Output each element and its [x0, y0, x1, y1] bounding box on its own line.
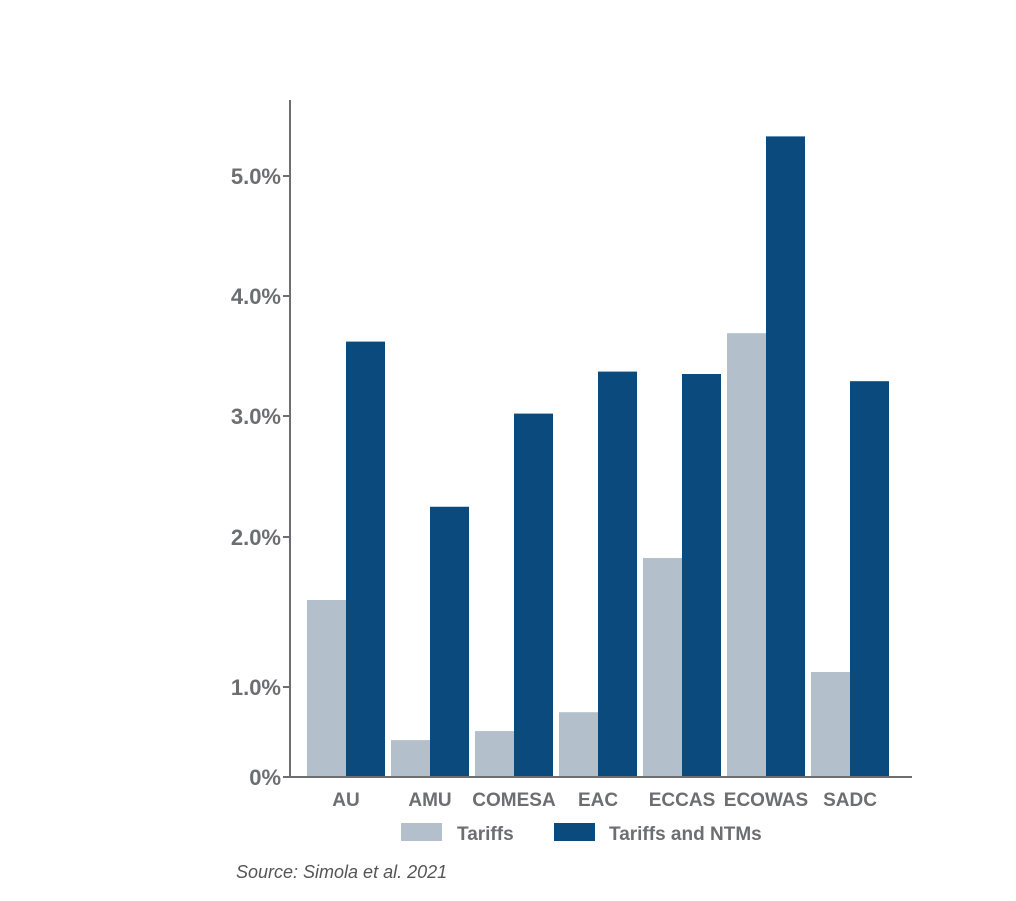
x-category-label: AMU	[408, 790, 451, 811]
bar-tariffs-ntms-amu	[430, 506, 469, 777]
bar-tariffs-ntms-eccas	[682, 374, 721, 777]
y-ticks-group: 0% 1.0% 2.0% 3.0% 4.0% 5.0%	[231, 164, 290, 790]
bar-tariffs-ntms-ecowas	[766, 136, 805, 777]
bar-tariffs-ntms-eac	[598, 371, 637, 777]
x-category-label: ECOWAS	[724, 790, 808, 811]
y-tick-label: 5.0%	[231, 164, 281, 189]
x-category-label: ECCAS	[649, 790, 716, 811]
legend-swatch-tariffs	[401, 823, 442, 841]
y-tick-label: 3.0%	[231, 404, 281, 429]
bar-tariffs-au	[307, 600, 346, 777]
legend-label-tariffs: Tariffs	[457, 824, 514, 845]
legend: Tariffs Tariffs and NTMs	[401, 823, 762, 845]
bar-tariffs-ntms-au	[346, 341, 385, 777]
legend-label-tariffs-ntms: Tariffs and NTMs	[609, 824, 762, 845]
y-tick-label: 1.0%	[231, 675, 281, 700]
bars-group	[307, 136, 889, 777]
bar-tariffs-amu	[391, 740, 430, 777]
x-category-label: SADC	[823, 790, 877, 811]
bar-tariffs-ntms-comesa	[514, 413, 553, 777]
x-category-label: EAC	[578, 790, 618, 811]
bar-tariffs-eccas	[643, 558, 682, 777]
bar-tariffs-ecowas	[727, 333, 766, 777]
legend-swatch-tariffs-ntms	[554, 823, 595, 841]
x-category-label: AU	[332, 790, 359, 811]
bar-tariffs-eac	[559, 712, 598, 777]
x-labels-group: AU AMU COMESA EAC ECCAS ECOWAS SADC	[332, 790, 877, 811]
y-tick-label: 4.0%	[231, 284, 281, 309]
bar-tariffs-ntms-sadc	[850, 381, 889, 777]
axes-group	[289, 100, 912, 778]
x-category-label: COMESA	[472, 790, 556, 811]
bar-tariffs-comesa	[475, 731, 514, 777]
bar-tariffs-sadc	[811, 672, 850, 777]
source-note: Source: Simola et al. 2021	[236, 862, 448, 882]
y-tick-label: 0%	[249, 765, 281, 790]
y-tick-label: 2.0%	[231, 525, 281, 550]
